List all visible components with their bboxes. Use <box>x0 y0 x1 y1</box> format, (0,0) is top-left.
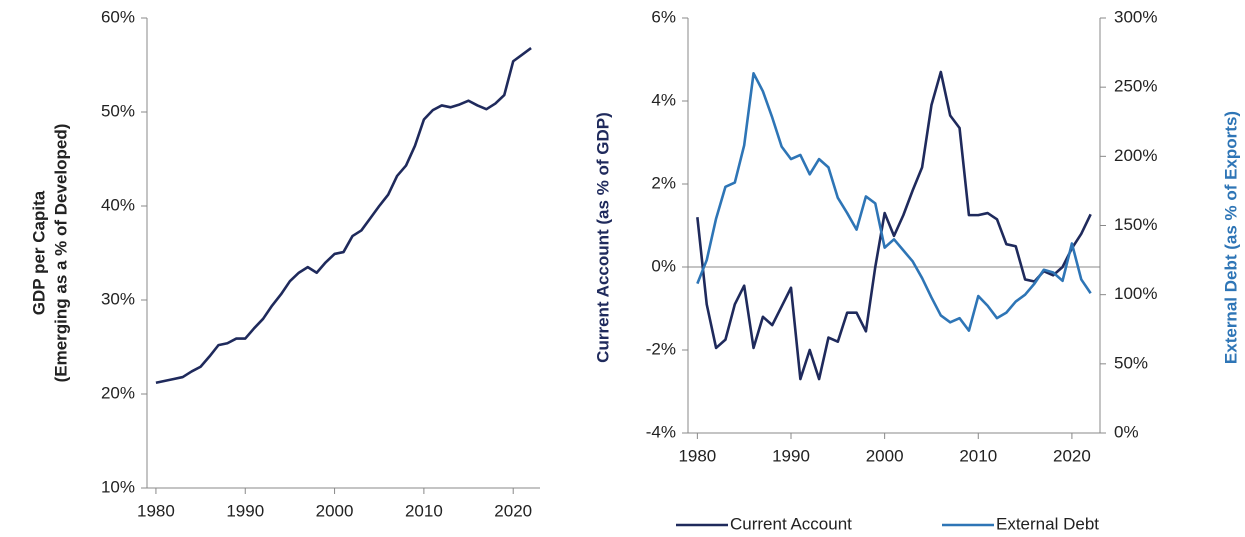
x-tick-label: 2010 <box>959 446 997 465</box>
x-tick-label: 2020 <box>1053 446 1091 465</box>
y2-tick-label: 300% <box>1114 7 1157 26</box>
x-tick-label: 1980 <box>678 446 716 465</box>
x-tick-label: 2000 <box>866 446 904 465</box>
y-tick-label: 50% <box>101 101 135 120</box>
y-tick-label: -4% <box>646 422 676 441</box>
x-tick-label: 2010 <box>405 501 443 520</box>
y-tick-label: 0% <box>651 256 676 275</box>
y2-axis-label: External Debt (as % of Exports) <box>1221 111 1240 364</box>
x-tick-label: 2000 <box>316 501 354 520</box>
y2-tick-label: 0% <box>1114 422 1139 441</box>
x-tick-label: 2020 <box>494 501 532 520</box>
y-tick-label: -2% <box>646 339 676 358</box>
y-tick-label: 2% <box>651 173 676 192</box>
y-tick-label: 6% <box>651 7 676 26</box>
series-line <box>696 72 1092 332</box>
y2-tick-label: 50% <box>1114 353 1148 372</box>
y-tick-label: 40% <box>101 195 135 214</box>
x-tick-label: 1990 <box>772 446 810 465</box>
y-tick-label: 20% <box>101 383 135 402</box>
y-tick-label: 10% <box>101 477 135 496</box>
x-tick-label: 1990 <box>226 501 264 520</box>
y2-tick-label: 200% <box>1114 146 1157 165</box>
y-axis-label: Current Account (as % of GDP) <box>593 112 612 363</box>
x-tick-label: 1980 <box>137 501 175 520</box>
y-tick-label: 60% <box>101 7 135 26</box>
series-line <box>155 47 532 384</box>
y-axis-label: GDP per Capita <box>29 190 48 315</box>
y-tick-label: 30% <box>101 289 135 308</box>
y2-tick-label: 100% <box>1114 284 1157 303</box>
y-axis-label: (Emerging as a % of Developed) <box>51 124 70 383</box>
y-tick-label: 4% <box>651 90 676 109</box>
series-line <box>696 70 1092 381</box>
legend-label: External Debt <box>996 514 1099 533</box>
y2-tick-label: 150% <box>1114 215 1157 234</box>
y2-tick-label: 250% <box>1114 77 1157 96</box>
legend-label: Current Account <box>730 514 852 533</box>
